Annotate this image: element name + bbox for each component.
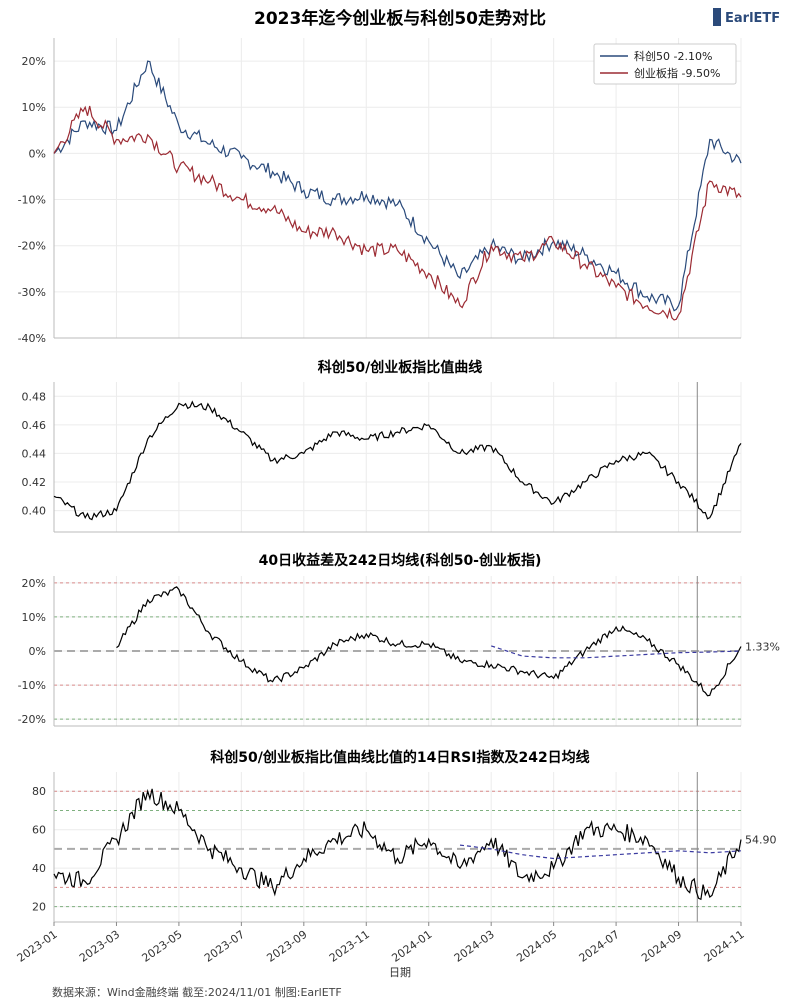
x-tick-label: 2023-03	[77, 928, 122, 965]
x-tick-label: 2024-05	[514, 928, 559, 965]
x-tick-label: 2023-05	[140, 928, 185, 965]
logo-text: EarlETF	[725, 11, 780, 26]
panel-return-diff: 20% 10% 0% -10% -20% 1.33%	[18, 576, 780, 727]
y-tick-label: 0.40	[22, 505, 47, 518]
y-tick-label: 10%	[22, 611, 46, 624]
x-axis-title: 日期	[389, 966, 411, 979]
ma-242-line	[459, 844, 742, 860]
y-tick-label: 0.48	[22, 390, 47, 403]
panel-price-comparison: 20% 10% 0% -10% -20% -30% -40% 科创50 -2.10% 创业板指 …	[18, 38, 742, 345]
panel-rsi: 80 60 40 20 54.90	[32, 772, 777, 923]
x-tick-label: 2024-07	[577, 928, 622, 965]
x-tick-label: 2023-01	[15, 928, 60, 965]
panel-title-ratio: 科创50/创业板指比值曲线	[318, 359, 483, 376]
legend-box	[593, 43, 737, 85]
legend-label: 科创50 -2.10%	[634, 49, 712, 63]
y-tick-label: 60	[32, 824, 46, 837]
y-tick-label: -10%	[18, 679, 46, 692]
y-tick-label: 0.42	[22, 476, 47, 489]
y-tick-label: -30%	[18, 286, 46, 299]
x-axis-labels: 2023-01 2023-03 2023-05 2023-07 2023-09 2023-…	[15, 922, 747, 965]
earletf-logo: EarlETF	[713, 8, 780, 26]
y-tick-label: 0%	[29, 645, 46, 658]
legend-label: 创业板指 -9.50%	[634, 66, 720, 80]
panel-title-rsi: 科创50/创业板指比值曲线比值的14日RSI指数及242日均线	[210, 749, 589, 766]
y-tick-label: 0.44	[22, 447, 47, 460]
x-tick-label: 2024-09	[639, 928, 684, 965]
y-tick-label: 0%	[29, 147, 46, 160]
last-value-label: 54.90	[745, 834, 777, 847]
y-tick-label: 80	[32, 785, 46, 798]
last-value-label: 1.33%	[745, 640, 780, 653]
x-tick-label: 2024-03	[452, 928, 497, 965]
series-line-0	[53, 400, 742, 521]
y-tick-label: 40	[32, 862, 46, 875]
y-tick-label: -20%	[18, 240, 46, 253]
series-line-1	[53, 105, 742, 321]
y-tick-label: -20%	[18, 713, 46, 726]
series-line-0	[53, 788, 742, 901]
panel-title-return-diff: 40日收益差及242日均线(科创50-创业板指)	[259, 552, 542, 569]
y-tick-label: 0.46	[22, 419, 47, 432]
y-tick-label: -10%	[18, 194, 46, 207]
y-tick-label: -40%	[18, 332, 46, 345]
y-tick-label: 20%	[22, 55, 46, 68]
legend: 科创50 -2.10% 创业板指 -9.50%	[593, 43, 737, 85]
ma-242-line	[491, 645, 742, 659]
panel-ratio-curve: 0.48 0.46 0.44 0.42 0.40	[22, 382, 742, 533]
y-tick-label: 20%	[22, 577, 46, 590]
x-tick-label: 2023-07	[202, 928, 247, 965]
x-tick-label: 2023-09	[264, 928, 309, 965]
series-line-0	[53, 60, 742, 312]
main-title: 2023年迄今创业板与科创50走势对比	[254, 8, 546, 29]
x-tick-label: 2024-01	[389, 928, 434, 965]
x-tick-label: 2023-11	[327, 928, 372, 965]
source-footer: 数据来源：Wind金融终端 截至:2024/11/01 制图:EarlETF	[52, 985, 342, 999]
y-tick-label: 10%	[22, 101, 46, 114]
x-tick-label: 2024-11	[702, 928, 747, 965]
series-line-0	[116, 586, 742, 697]
y-tick-label: 20	[32, 901, 46, 914]
